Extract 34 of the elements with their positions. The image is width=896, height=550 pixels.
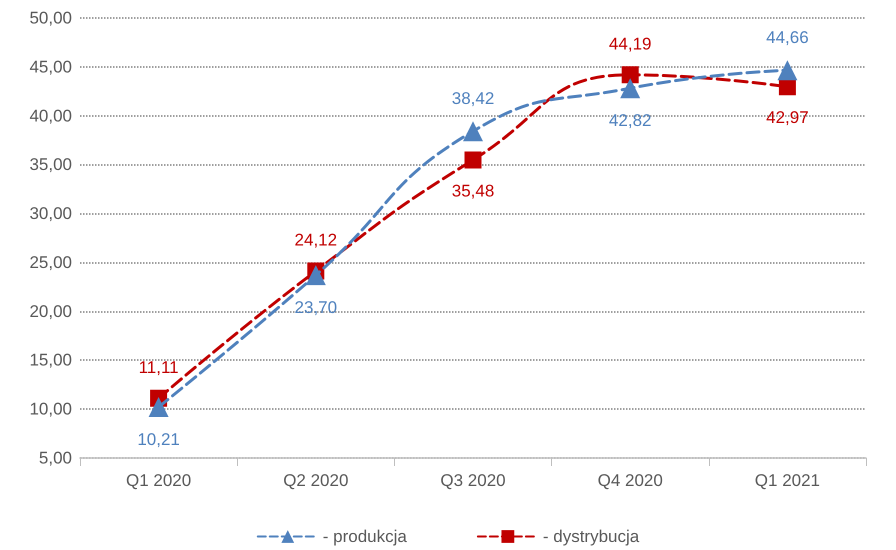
point [777,60,798,80]
y-tick-label: 5,00 [38,448,72,468]
point [306,265,326,286]
data-label: 11,11 [138,358,179,377]
data-label: 24,12 [294,230,338,250]
data-label: 44,19 [608,34,652,54]
data-label: 44,66 [766,28,809,48]
data-label: 42,82 [608,111,652,130]
y-tick-label: 35,00 [29,155,72,174]
point [620,78,640,98]
x-tick-label: Q3 2020 [440,471,506,490]
x-tick-label: Q1 2021 [754,471,820,490]
legend-label: - produkcja [322,527,408,546]
point [463,121,483,142]
y-tick-label: 15,00 [29,350,72,370]
point [148,397,169,418]
point [622,66,639,84]
x-tick-label: Q1 2020 [126,471,192,490]
data-label: 23,70 [294,298,338,318]
x-tick-label: Q4 2020 [598,471,663,490]
data-label: 35,48 [452,181,494,200]
y-tick-label: 40,00 [29,106,72,126]
y-tick-label: 30,00 [29,204,72,224]
data-label: 42,97 [766,108,809,128]
x-tick-label: Q2 2020 [283,471,348,490]
legend-label: - dystrybucja [542,527,640,546]
data-label: 10,21 [137,430,180,450]
y-tick-label: 10,00 [29,400,72,419]
y-tick-label: 20,00 [29,302,72,321]
data-label: 38,42 [452,89,494,108]
y-tick-label: 50,00 [29,8,72,28]
y-tick-label: 45,00 [29,57,72,76]
y-tick-label: 25,00 [29,252,72,272]
point [464,151,482,168]
